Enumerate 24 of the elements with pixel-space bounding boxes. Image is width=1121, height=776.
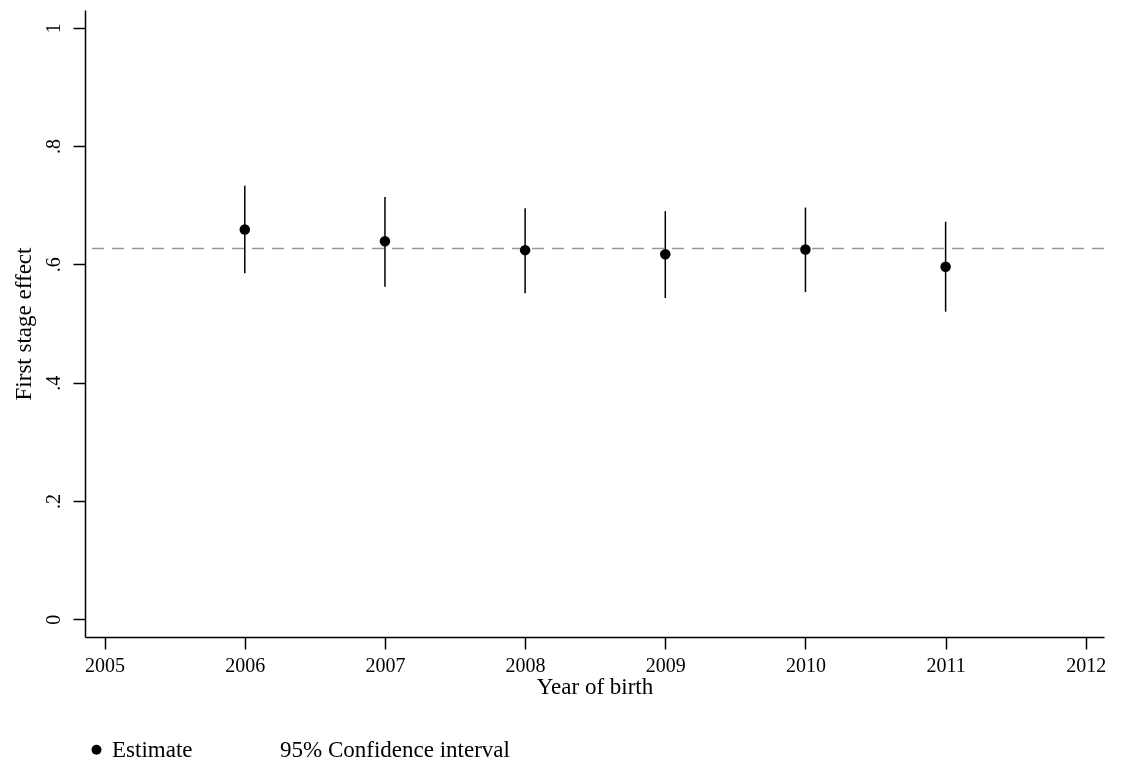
- point: [940, 261, 951, 272]
- point: [660, 249, 671, 260]
- x-axis-title: Year of birth: [536, 673, 654, 699]
- x-tick-label: 2006: [225, 653, 266, 676]
- x-tick-label: 2005: [85, 653, 126, 676]
- point: [379, 236, 391, 247]
- point: [800, 244, 811, 255]
- y-tick-label: 0: [41, 614, 64, 625]
- y-tick-label: .8: [41, 139, 64, 155]
- x-tick-label: 2012: [1066, 653, 1107, 676]
- y-axis-title: First stage effect: [10, 246, 36, 401]
- legend-label: Estimate: [112, 736, 193, 762]
- x-tick-label: 2007: [365, 653, 406, 676]
- x-tick-label: 2011: [926, 653, 966, 676]
- point: [239, 224, 251, 235]
- x-tick-label: 2008: [505, 653, 546, 676]
- x-tick-label: 2009: [645, 653, 686, 676]
- y-tick-label: 1: [41, 23, 64, 34]
- y-tick-label: .6: [41, 257, 64, 273]
- y-tick-label: .4: [41, 375, 64, 391]
- x-tick-label: 2010: [785, 653, 826, 676]
- point: [519, 244, 531, 256]
- text: 95% Confidence interval: [280, 736, 510, 762]
- y-tick-label: .2: [41, 493, 64, 509]
